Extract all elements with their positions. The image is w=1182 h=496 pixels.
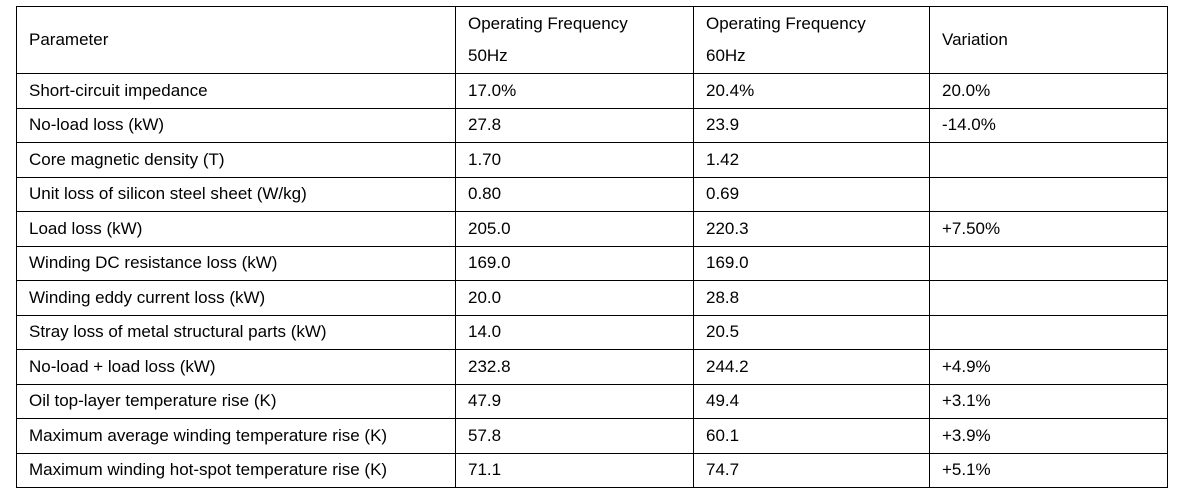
cell-frequency-50hz: 232.8	[455, 349, 694, 385]
cell-frequency-60hz: 0.69	[693, 176, 930, 212]
header-frequency-60hz-line1: Operating Frequency	[706, 14, 866, 33]
cell-frequency-60hz: 20.5	[693, 314, 930, 350]
cell-frequency-60hz: 20.4%	[693, 73, 930, 109]
header-frequency-50hz-line1: Operating Frequency	[468, 14, 628, 33]
cell-parameter: No-load + load loss (kW)	[16, 349, 456, 385]
cell-frequency-50hz: 47.9	[455, 383, 694, 419]
cell-parameter: No-load loss (kW)	[16, 107, 456, 143]
cell-variation	[929, 176, 1168, 212]
cell-parameter: Maximum average winding temperature rise…	[16, 418, 456, 454]
cell-variation: +4.9%	[929, 349, 1168, 385]
cell-variation: +7.50%	[929, 211, 1168, 247]
cell-variation: +3.9%	[929, 418, 1168, 454]
table-row: Winding eddy current loss (kW) 20.0 28.8	[16, 280, 1168, 316]
table-row: Short-circuit impedance 17.0% 20.4% 20.0%	[16, 73, 1168, 109]
cell-variation	[929, 245, 1168, 281]
cell-variation: +5.1%	[929, 452, 1168, 488]
cell-frequency-50hz: 14.0	[455, 314, 694, 350]
table-row: Stray loss of metal structural parts (kW…	[16, 314, 1168, 350]
cell-parameter: Winding eddy current loss (kW)	[16, 280, 456, 316]
cell-parameter: Load loss (kW)	[16, 211, 456, 247]
header-variation: Variation	[929, 6, 1168, 74]
table-row: Oil top-layer temperature rise (K) 47.9 49…	[16, 383, 1168, 419]
cell-frequency-60hz: 74.7	[693, 452, 930, 488]
cell-frequency-60hz: 23.9	[693, 107, 930, 143]
header-frequency-50hz-line2: 50Hz	[468, 46, 508, 65]
cell-parameter: Core magnetic density (T)	[16, 142, 456, 178]
cell-frequency-60hz: 49.4	[693, 383, 930, 419]
header-frequency-60hz-line2: 60Hz	[706, 46, 746, 65]
header-frequency-60hz: Operating Frequency 60Hz	[693, 6, 930, 74]
cell-frequency-50hz: 205.0	[455, 211, 694, 247]
cell-frequency-50hz: 1.70	[455, 142, 694, 178]
cell-frequency-60hz: 244.2	[693, 349, 930, 385]
table-row: No-load loss (kW) 27.8 23.9 -14.0%	[16, 107, 1168, 143]
cell-parameter: Maximum winding hot-spot temperature ris…	[16, 452, 456, 488]
cell-frequency-50hz: 71.1	[455, 452, 694, 488]
cell-frequency-50hz: 20.0	[455, 280, 694, 316]
cell-frequency-60hz: 60.1	[693, 418, 930, 454]
cell-frequency-50hz: 169.0	[455, 245, 694, 281]
cell-variation	[929, 142, 1168, 178]
cell-frequency-50hz: 17.0%	[455, 73, 694, 109]
table-row: Maximum average winding temperature rise…	[16, 418, 1168, 454]
cell-frequency-60hz: 220.3	[693, 211, 930, 247]
cell-parameter: Short-circuit impedance	[16, 73, 456, 109]
table-row: Core magnetic density (T) 1.70 1.42	[16, 142, 1168, 178]
cell-variation: +3.1%	[929, 383, 1168, 419]
header-frequency-50hz: Operating Frequency 50Hz	[455, 6, 694, 74]
cell-parameter: Unit loss of silicon steel sheet (W/kg)	[16, 176, 456, 212]
cell-variation	[929, 314, 1168, 350]
cell-parameter: Oil top-layer temperature rise (K)	[16, 383, 456, 419]
table-row: No-load + load loss (kW) 232.8 244.2 +4.9%	[16, 349, 1168, 385]
cell-frequency-50hz: 27.8	[455, 107, 694, 143]
comparison-table-container: Parameter Operating Frequency 50Hz Opera…	[16, 6, 1168, 488]
header-row: Parameter Operating Frequency 50Hz Opera…	[16, 6, 1168, 74]
cell-variation: 20.0%	[929, 73, 1168, 109]
cell-frequency-60hz: 169.0	[693, 245, 930, 281]
cell-frequency-60hz: 1.42	[693, 142, 930, 178]
cell-variation	[929, 280, 1168, 316]
table-row: Unit loss of silicon steel sheet (W/kg) 0…	[16, 176, 1168, 212]
table-row: Load loss (kW) 205.0 220.3 +7.50%	[16, 211, 1168, 247]
frequency-comparison-table: Parameter Operating Frequency 50Hz Opera…	[16, 6, 1168, 488]
cell-parameter: Winding DC resistance loss (kW)	[16, 245, 456, 281]
table-row: Maximum winding hot-spot temperature ris…	[16, 452, 1168, 488]
cell-variation: -14.0%	[929, 107, 1168, 143]
table-row: Winding DC resistance loss (kW) 169.0 169.…	[16, 245, 1168, 281]
cell-frequency-50hz: 0.80	[455, 176, 694, 212]
cell-frequency-50hz: 57.8	[455, 418, 694, 454]
cell-frequency-60hz: 28.8	[693, 280, 930, 316]
table-body: Parameter Operating Frequency 50Hz Opera…	[16, 6, 1168, 488]
cell-parameter: Stray loss of metal structural parts (kW…	[16, 314, 456, 350]
header-parameter: Parameter	[16, 6, 456, 74]
